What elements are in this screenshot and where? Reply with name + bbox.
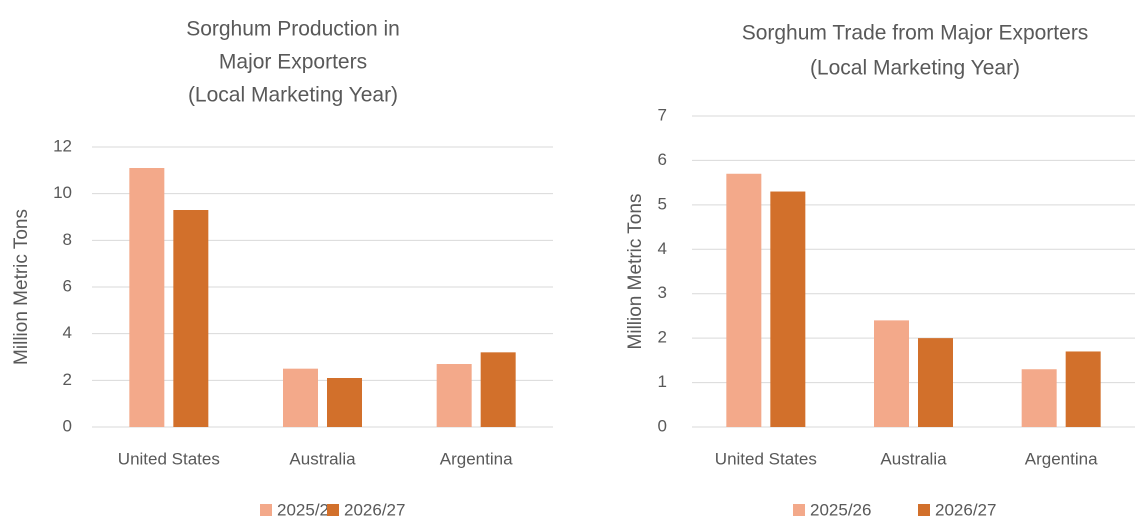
bar (129, 168, 165, 427)
y-tick-label: 7 (658, 105, 667, 124)
legend-label: 2025/26 (810, 500, 871, 519)
bar (327, 378, 362, 427)
x-tick-label: Argentina (1025, 449, 1098, 468)
y-tick-label: 10 (53, 183, 72, 202)
y-tick-label: 1 (658, 372, 667, 391)
bar (770, 191, 806, 427)
chart-title: Major Exporters (219, 51, 367, 74)
y-tick-label: 3 (658, 283, 667, 302)
chart-title: (Local Marketing Year) (188, 84, 398, 107)
x-tick-label: Australia (880, 449, 947, 468)
x-tick-label: United States (118, 449, 220, 468)
bar (283, 368, 318, 427)
bar (918, 338, 953, 427)
y-axis-title: Million Metric Tons (11, 209, 32, 365)
bar (480, 352, 516, 427)
chart-title: (Local Marketing Year) (810, 57, 1020, 80)
legend-swatch (793, 504, 805, 516)
y-tick-label: 6 (658, 150, 667, 169)
y-tick-label: 8 (63, 230, 72, 249)
bar (874, 320, 909, 427)
y-tick-label: 12 (53, 136, 72, 155)
bar (173, 210, 209, 427)
y-tick-label: 6 (63, 276, 72, 295)
y-tick-label: 4 (658, 239, 667, 258)
legend-swatch (327, 504, 339, 516)
y-tick-label: 4 (63, 323, 72, 342)
legend-label: 2026/27 (935, 500, 996, 519)
x-tick-label: Australia (289, 449, 356, 468)
x-tick-label: Argentina (440, 449, 513, 468)
bar (726, 173, 762, 427)
legend-swatch (918, 504, 930, 516)
bar (1065, 351, 1101, 427)
y-tick-label: 2 (63, 370, 72, 389)
y-axis-title: Million Metric Tons (625, 194, 646, 350)
y-tick-label: 0 (63, 416, 72, 435)
chart-title: Sorghum Trade from Major Exporters (742, 22, 1089, 45)
y-tick-label: 5 (658, 194, 667, 213)
legend-swatch (260, 504, 272, 516)
bar (1021, 369, 1057, 427)
bar (436, 364, 472, 427)
legend-label: 2026/27 (344, 500, 405, 519)
y-tick-label: 0 (658, 416, 667, 435)
legend-label: 2025/26 (277, 500, 338, 519)
x-tick-label: United States (715, 449, 817, 468)
chart-title: Sorghum Production in (186, 18, 400, 41)
y-tick-label: 2 (658, 328, 667, 347)
